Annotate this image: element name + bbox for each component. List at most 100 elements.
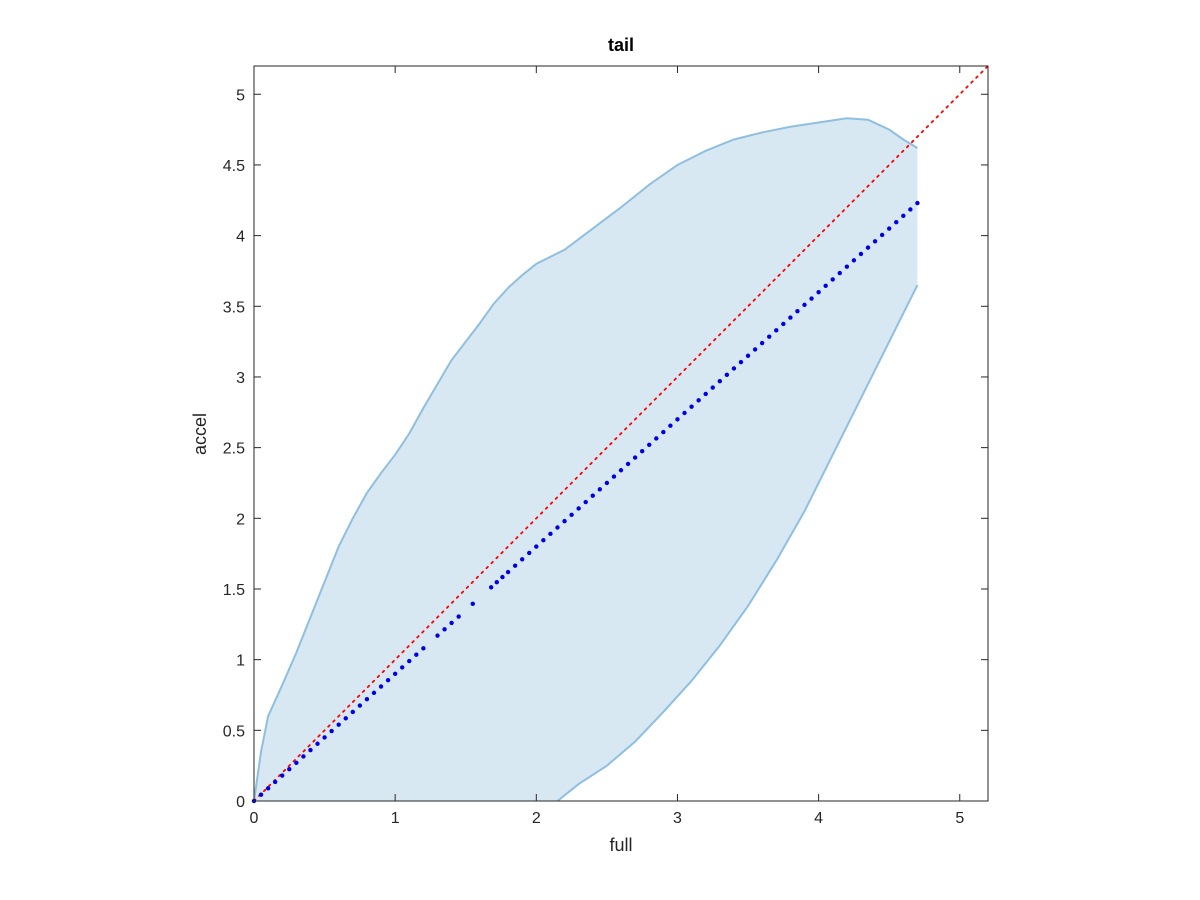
- confidence-band-area: [254, 118, 918, 802]
- data-point: [258, 792, 264, 797]
- data-point: [562, 518, 567, 524]
- x-tick-label: 4: [814, 810, 823, 827]
- data-point: [442, 627, 447, 632]
- y-tick-label: 2: [236, 511, 245, 528]
- y-tick-label: 1.5: [223, 582, 245, 599]
- band-lower-edge: [556, 284, 919, 802]
- axes-box: [253, 65, 989, 802]
- data-point: [534, 544, 539, 549]
- data-point: [795, 309, 800, 314]
- data-point: [449, 620, 454, 626]
- data-point: [569, 512, 574, 517]
- y-axis-label: accel: [190, 413, 210, 455]
- data-point: [872, 239, 878, 244]
- data-point: [378, 684, 384, 689]
- y-tick-label: 1: [236, 653, 245, 670]
- data-point: [435, 633, 440, 638]
- data-point: [500, 574, 505, 580]
- data-point: [618, 468, 624, 473]
- data-point: [703, 391, 708, 397]
- reference-line: [253, 65, 989, 802]
- data-point: [844, 264, 850, 269]
- data-point: [541, 538, 546, 543]
- data-point: [357, 703, 363, 708]
- data-point: [470, 601, 475, 607]
- data-point: [738, 359, 744, 365]
- data-point: [583, 499, 588, 505]
- data-point: [272, 779, 278, 785]
- x-tick-label: 3: [673, 810, 682, 827]
- reference-line-group: [253, 65, 989, 802]
- data-point: [392, 671, 398, 676]
- data-point: [400, 665, 405, 670]
- data-point: [781, 321, 786, 327]
- data-point: [689, 404, 694, 409]
- data-point: [865, 245, 871, 250]
- data-point: [639, 448, 645, 454]
- data-point: [830, 277, 835, 282]
- data-point: [512, 563, 518, 568]
- data-point: [745, 353, 751, 358]
- data-point: [654, 436, 659, 441]
- data-point: [527, 550, 532, 556]
- data-point: [908, 207, 913, 212]
- y-tick-label: 0: [236, 794, 245, 811]
- data-point: [802, 302, 807, 308]
- y-tick-label: 4: [236, 229, 245, 246]
- data-point: [414, 652, 419, 657]
- data-point: [696, 398, 701, 403]
- confidence-band-group: [253, 117, 919, 802]
- data-point: [343, 716, 348, 721]
- data-point: [788, 315, 793, 320]
- data-point: [322, 735, 327, 740]
- data-point: [287, 766, 292, 772]
- data-point: [717, 379, 723, 384]
- data-point: [752, 347, 758, 352]
- y-tick-label: 5: [236, 87, 245, 104]
- data-point: [385, 677, 391, 683]
- data-point: [759, 340, 765, 346]
- data-point: [682, 410, 687, 416]
- data-point: [879, 232, 885, 238]
- data-point: [647, 442, 652, 448]
- data-point: [315, 741, 320, 746]
- data-point: [301, 754, 306, 759]
- data-point: [407, 658, 412, 664]
- data-point: [364, 697, 370, 702]
- data-point: [421, 646, 426, 651]
- data-point: [329, 728, 334, 734]
- data-points-group: [251, 200, 920, 804]
- data-point: [611, 474, 617, 479]
- data-point: [851, 258, 857, 263]
- y-tick-label: 0.5: [223, 723, 245, 740]
- data-point: [555, 525, 560, 530]
- data-point: [519, 557, 525, 562]
- band-upper-edge: [253, 117, 918, 802]
- data-point: [816, 289, 821, 295]
- data-point: [661, 429, 666, 435]
- data-point: [294, 760, 299, 766]
- axes-group: 0 1 2 3 4 5 0 0.5 1 1.5 2 2.5 3 3.5 4 4.5 5: [223, 65, 989, 827]
- data-point: [710, 385, 715, 390]
- data-point: [915, 200, 920, 206]
- data-point: [837, 270, 842, 276]
- data-point: [894, 219, 899, 225]
- data-point: [668, 423, 673, 428]
- data-point: [350, 709, 356, 715]
- y-tick-label: 2.5: [223, 441, 245, 458]
- data-point: [724, 372, 730, 378]
- data-point: [625, 461, 631, 467]
- data-point: [371, 690, 377, 696]
- data-point: [632, 455, 638, 460]
- data-point: [767, 334, 772, 339]
- data-point: [858, 251, 864, 257]
- chart-title: tail: [608, 35, 634, 55]
- data-point: [280, 773, 285, 778]
- data-point: [604, 480, 610, 486]
- x-tick-label: 1: [391, 810, 400, 827]
- data-point: [590, 493, 595, 498]
- data-point: [886, 226, 892, 231]
- x-axis-label: full: [609, 835, 632, 855]
- data-point: [576, 506, 581, 511]
